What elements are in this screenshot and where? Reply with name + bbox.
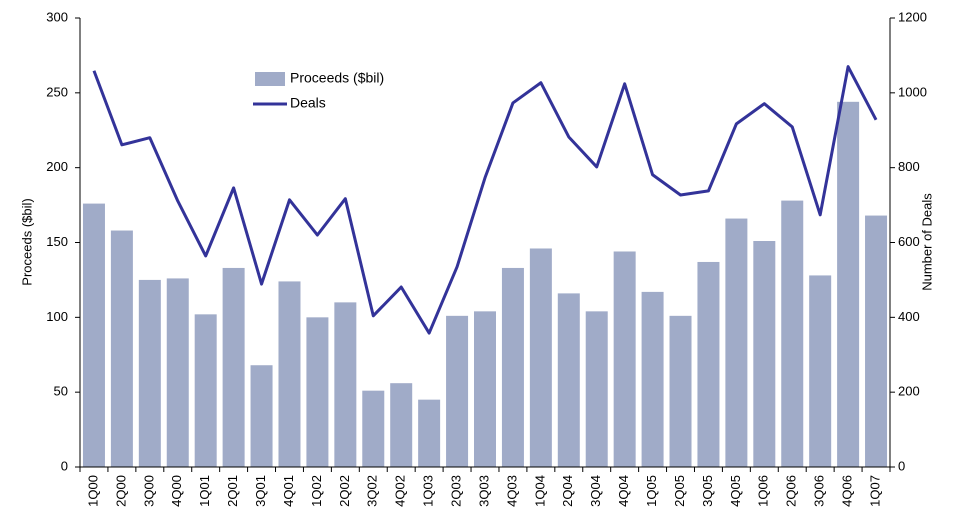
bar: [138, 279, 161, 467]
x-tick-label: 2Q03: [449, 475, 464, 507]
bar: [166, 278, 189, 467]
x-tick-label: 1Q02: [309, 475, 324, 507]
bar: [362, 390, 385, 467]
y-tick-label: 50: [54, 384, 68, 399]
y2-tick-label: 400: [898, 309, 920, 324]
legend-label: Proceeds ($bil): [290, 70, 384, 86]
legend-label: Deals: [290, 95, 326, 111]
x-tick-label: 3Q01: [253, 475, 268, 507]
x-tick-label: 4Q02: [393, 475, 408, 507]
bar: [334, 302, 357, 467]
bar: [82, 203, 105, 467]
bar: [390, 383, 413, 467]
bar: [697, 261, 720, 467]
bar: [110, 230, 133, 467]
x-tick-label: 1Q00: [85, 475, 100, 507]
y2-tick-label: 800: [898, 159, 920, 174]
x-tick-label: 3Q00: [141, 475, 156, 507]
bar: [557, 293, 580, 467]
y-tick-label: 150: [46, 234, 68, 249]
y2-tick-label: 1200: [898, 9, 927, 24]
bar: [418, 399, 441, 467]
bar: [865, 215, 888, 467]
x-tick-label: 3Q02: [365, 475, 380, 507]
bar: [837, 101, 860, 468]
bar: [585, 311, 608, 467]
y-tick-label: 200: [46, 159, 68, 174]
x-tick-label: 4Q06: [840, 475, 855, 507]
bar: [306, 317, 329, 467]
x-tick-label: 3Q03: [476, 475, 491, 507]
y2-tick-label: 0: [898, 458, 905, 473]
x-tick-label: 4Q03: [504, 475, 519, 507]
bar: [725, 218, 748, 467]
x-tick-label: 2Q01: [225, 475, 240, 507]
y-tick-label: 250: [46, 84, 68, 99]
bar: [781, 200, 804, 468]
x-tick-label: 4Q05: [728, 475, 743, 507]
bar: [446, 315, 469, 467]
x-tick-label: 3Q06: [812, 475, 827, 507]
x-tick-label: 2Q00: [113, 475, 128, 507]
bar: [669, 315, 692, 467]
y-axis-label: Proceeds ($bil): [19, 198, 34, 285]
y-tick-label: 0: [61, 458, 68, 473]
bar: [753, 241, 776, 467]
bar: [194, 314, 217, 467]
x-tick-label: 3Q04: [588, 475, 603, 507]
bar: [641, 291, 664, 467]
line: [92, 65, 878, 335]
x-tick-label: 1Q04: [532, 475, 547, 507]
y2-tick-label: 1000: [898, 84, 927, 99]
bar: [613, 251, 636, 467]
x-tick-label: 1Q03: [421, 475, 436, 507]
y-tick-label: 300: [46, 9, 68, 24]
x-tick-label: 2Q06: [784, 475, 799, 507]
x-tick-label: 1Q06: [756, 475, 771, 507]
x-tick-label: 3Q05: [700, 475, 715, 507]
x-tick-label: 1Q05: [644, 475, 659, 507]
x-tick-label: 2Q04: [560, 475, 575, 507]
y2-tick-label: 600: [898, 234, 920, 249]
y2-tick-label: 200: [898, 384, 920, 399]
bar: [222, 267, 245, 467]
bar: [250, 365, 273, 467]
x-tick-label: 4Q01: [281, 475, 296, 507]
x-tick-label: 1Q07: [867, 475, 882, 507]
bar: [474, 311, 496, 467]
bar: [529, 248, 552, 467]
y2-axis-label: Number of Deals: [919, 193, 934, 291]
x-tick-label: 2Q02: [337, 475, 352, 507]
x-tick-label: 4Q04: [616, 475, 631, 507]
x-tick-label: 1Q01: [197, 475, 212, 507]
x-tick-label: 2Q05: [672, 475, 687, 507]
legend-swatch: [255, 72, 285, 86]
bar: [278, 281, 301, 467]
y-tick-label: 100: [46, 309, 68, 324]
bar: [809, 275, 832, 467]
bar: [501, 267, 524, 467]
x-tick-label: 4Q00: [169, 475, 184, 507]
